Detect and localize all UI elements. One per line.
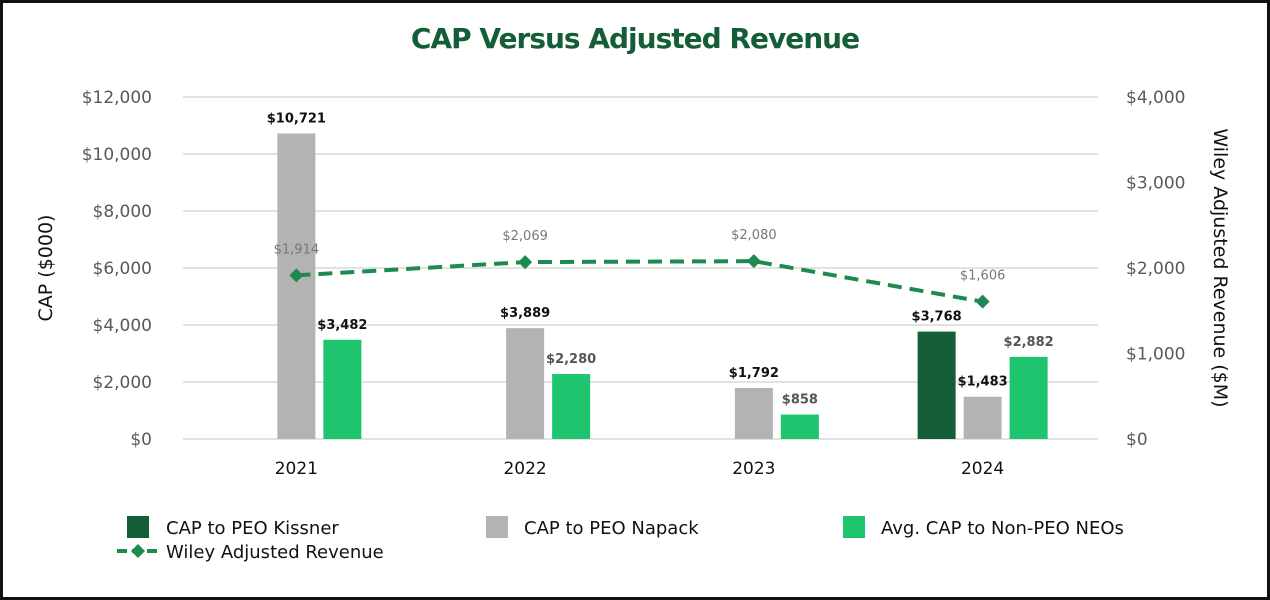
bar — [323, 339, 362, 439]
bar — [552, 374, 591, 439]
x-axis-ticks: 2021 2022 2023 2024 — [275, 459, 1005, 479]
bar-data-label: $1,483 — [958, 375, 1008, 390]
bar — [1009, 356, 1048, 439]
legend-item-non-peo[interactable]: Avg. CAP to Non-PEO NEOs — [843, 516, 1124, 539]
y2-tick-label: $0 — [1126, 430, 1148, 450]
legend-label-non-peo: Avg. CAP to Non-PEO NEOs — [881, 518, 1124, 539]
legend-swatch-non-peo — [843, 516, 865, 538]
bar-data-label: $858 — [782, 393, 818, 408]
legend-diamond-icon — [131, 544, 145, 558]
bar-data-label: $3,889 — [500, 306, 550, 321]
x-tick-label: 2023 — [732, 459, 775, 479]
revenue-line-path — [296, 259, 983, 304]
revenue-point-diamond — [975, 294, 990, 309]
bar-data-label: $10,721 — [267, 111, 326, 126]
bar-data-label: $1,792 — [729, 366, 779, 381]
bar-data-label: $2,280 — [546, 352, 596, 367]
y-tick-label: $12,000 — [82, 88, 152, 108]
legend-label-kissner: CAP to PEO Kissner — [166, 518, 339, 539]
revenue-point-diamond — [746, 254, 761, 269]
bars — [277, 133, 1048, 439]
revenue-point-diamond — [289, 268, 304, 283]
revenue-data-label: $1,914 — [274, 242, 320, 257]
chart-title: CAP Versus Adjusted Revenue — [411, 22, 859, 55]
bar-data-label: $3,768 — [912, 310, 962, 325]
legend-swatch-napack — [486, 516, 508, 538]
y-tick-label: $8,000 — [93, 202, 152, 222]
y2-tick-label: $2,000 — [1126, 259, 1185, 279]
legend-item-napack[interactable]: CAP to PEO Napack — [486, 516, 699, 539]
y2-tick-label: $3,000 — [1126, 174, 1185, 194]
revenue-data-label: $1,606 — [960, 269, 1006, 284]
y-tick-label: $6,000 — [93, 259, 152, 279]
revenue-data-label: $2,069 — [502, 229, 548, 244]
y-tick-label: $0 — [130, 430, 152, 450]
y2-tick-label: $4,000 — [1126, 88, 1185, 108]
legend-label-napack: CAP to PEO Napack — [524, 518, 699, 539]
y-axis-left-title: CAP ($000) — [35, 215, 57, 322]
bar — [780, 414, 819, 439]
x-tick-label: 2022 — [503, 459, 546, 479]
legend-item-revenue[interactable]: Wiley Adjusted Revenue — [117, 542, 384, 563]
legend: CAP to PEO Kissner CAP to PEO Napack Avg… — [117, 516, 1124, 563]
y2-tick-label: $1,000 — [1126, 345, 1185, 365]
y-tick-label: $4,000 — [93, 316, 152, 336]
y-axis-right-ticks: $0 $1,000 $2,000 $3,000 $4,000 — [1126, 88, 1185, 450]
y-tick-label: $10,000 — [82, 145, 152, 165]
x-tick-label: 2021 — [275, 459, 318, 479]
x-tick-label: 2024 — [961, 459, 1004, 479]
legend-label-revenue: Wiley Adjusted Revenue — [166, 542, 384, 563]
bar — [506, 328, 545, 439]
revenue-point-diamond — [518, 255, 533, 270]
revenue-data-label: $2,080 — [731, 228, 777, 243]
revenue-line: $1,914 $2,069 $2,080 $1,606 — [274, 228, 1006, 309]
y-axis-left-ticks: $0 $2,000 $4,000 $6,000 $8,000 $10,000 $12,000 — [82, 88, 152, 450]
y-tick-label: $2,000 — [93, 373, 152, 393]
bar — [277, 133, 316, 439]
bar — [734, 387, 773, 439]
bar-data-labels: $10,721 $3,482 $3,889 $2,280 $1,792$858 $3,76… — [267, 111, 1054, 407]
bar — [963, 396, 1002, 439]
legend-item-kissner[interactable]: CAP to PEO Kissner — [127, 516, 339, 539]
legend-swatch-kissner — [127, 516, 149, 538]
bar — [917, 331, 956, 439]
bar-data-label: $3,482 — [317, 318, 367, 333]
y-axis-right-title: Wiley Adjusted Revenue ($M) — [1209, 128, 1231, 407]
bar-data-label: $2,882 — [1004, 335, 1054, 350]
